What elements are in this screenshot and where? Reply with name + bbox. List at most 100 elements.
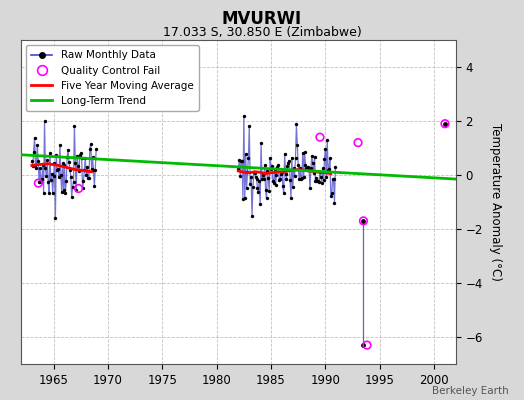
Point	[45, 190, 53, 196]
Point	[257, 140, 265, 147]
Point	[310, 170, 318, 176]
Point	[284, 160, 292, 166]
Point	[263, 195, 271, 202]
Point	[39, 190, 48, 196]
Point	[313, 178, 321, 184]
Point	[28, 163, 37, 170]
Point	[294, 162, 302, 168]
Point	[320, 177, 328, 183]
Point	[34, 180, 42, 186]
Point	[81, 155, 90, 161]
Point	[275, 176, 283, 183]
Point	[49, 190, 57, 197]
Point	[325, 166, 333, 172]
Point	[34, 158, 42, 164]
Point	[319, 165, 327, 172]
Point	[315, 179, 323, 185]
Text: MVURWI: MVURWI	[222, 10, 302, 28]
Point	[41, 165, 50, 172]
Point	[316, 134, 324, 140]
Point	[53, 167, 61, 173]
Point	[37, 179, 45, 185]
Point	[243, 185, 251, 192]
Point	[286, 176, 294, 183]
Point	[255, 178, 264, 184]
Point	[354, 140, 362, 146]
Point	[316, 174, 325, 180]
Point	[241, 195, 249, 202]
Point	[314, 178, 322, 185]
Point	[283, 163, 291, 169]
Point	[252, 174, 260, 180]
Point	[316, 169, 324, 175]
Point	[269, 180, 278, 186]
Point	[268, 162, 276, 169]
Point	[263, 168, 271, 174]
Point	[289, 184, 297, 190]
Point	[290, 172, 299, 179]
Text: 17.033 S, 30.850 E (Zimbabwe): 17.033 S, 30.850 E (Zimbabwe)	[162, 26, 362, 39]
Point	[60, 162, 69, 168]
Point	[52, 151, 60, 158]
Point	[267, 166, 275, 172]
Point	[330, 176, 338, 182]
Point	[260, 162, 269, 168]
Point	[312, 175, 321, 181]
Point	[86, 141, 95, 147]
Point	[74, 163, 82, 169]
Point	[38, 162, 47, 168]
Point	[36, 165, 44, 172]
Point	[67, 174, 75, 180]
Point	[258, 176, 266, 182]
Point	[242, 150, 250, 157]
Point	[318, 180, 326, 186]
Point	[85, 146, 94, 152]
Point	[57, 172, 65, 179]
Y-axis label: Temperature Anomaly (°C): Temperature Anomaly (°C)	[489, 123, 503, 281]
Point	[89, 167, 97, 173]
Point	[239, 112, 248, 119]
Point	[297, 176, 305, 182]
Point	[243, 169, 252, 176]
Point	[79, 178, 88, 184]
Point	[75, 152, 84, 158]
Point	[259, 172, 267, 178]
Point	[289, 165, 298, 171]
Point	[321, 146, 330, 152]
Point	[38, 176, 46, 182]
Point	[293, 142, 301, 148]
Point	[35, 179, 43, 186]
Point	[65, 158, 73, 165]
Point	[90, 183, 99, 189]
Point	[49, 173, 58, 180]
Point	[265, 187, 274, 194]
Point	[234, 166, 243, 172]
Point	[237, 158, 245, 164]
Point	[266, 155, 275, 162]
Point	[61, 190, 70, 196]
Point	[302, 165, 311, 172]
Point	[259, 176, 268, 183]
Point	[54, 165, 62, 172]
Point	[88, 166, 96, 172]
Point	[254, 189, 263, 195]
Point	[89, 154, 97, 160]
Point	[276, 176, 285, 182]
Point	[44, 178, 52, 185]
Point	[51, 215, 60, 222]
Point	[235, 156, 244, 163]
Point	[85, 175, 93, 181]
Point	[68, 194, 76, 200]
Point	[238, 158, 246, 164]
Point	[249, 169, 258, 176]
Point	[304, 164, 312, 170]
Point	[59, 160, 67, 166]
Point	[299, 174, 308, 181]
Point	[40, 118, 49, 124]
Point	[74, 185, 83, 192]
Point	[56, 142, 64, 148]
Point	[43, 156, 51, 163]
Point	[270, 168, 279, 174]
Point	[324, 167, 332, 173]
Point	[310, 153, 319, 160]
